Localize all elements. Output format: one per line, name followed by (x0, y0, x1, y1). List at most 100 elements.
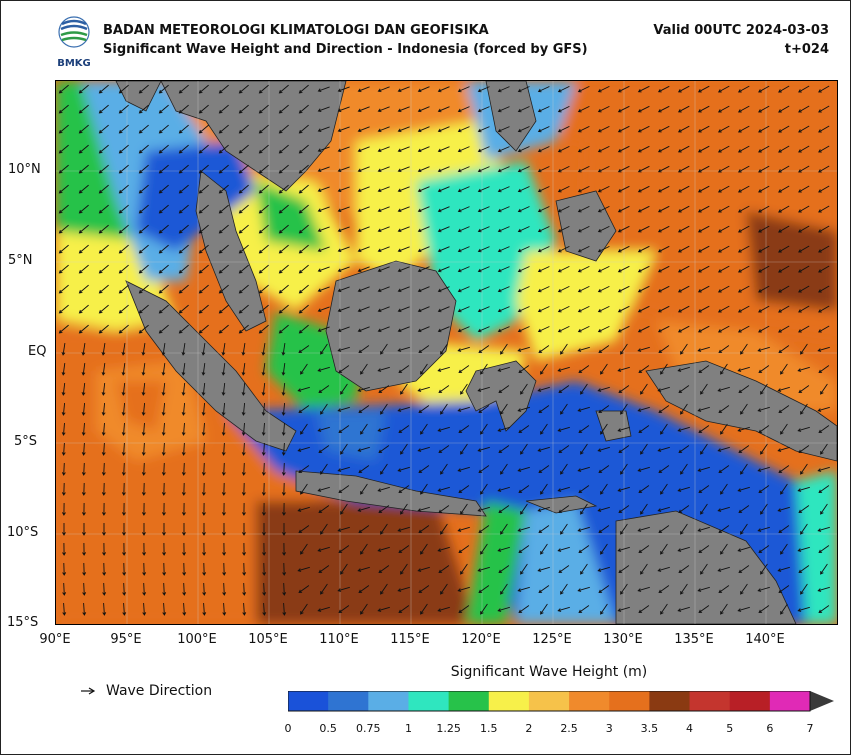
wave-arrow (158, 184, 169, 194)
wave-arrow (457, 166, 470, 173)
wave-arrow (798, 85, 810, 93)
wave-arrow (158, 324, 169, 334)
wave-arrow (440, 523, 448, 535)
wave-arrow (241, 462, 246, 476)
wave-arrow (457, 106, 470, 113)
wave-arrow (161, 422, 166, 436)
wave-arrow (357, 286, 370, 293)
wave-arrow (437, 486, 450, 492)
wave-arrow (560, 403, 568, 415)
wave-arrow (222, 502, 226, 516)
wave-arrow (417, 106, 430, 113)
wave-arrow (358, 585, 370, 593)
wave-direction-legend: Wave Direction (80, 683, 212, 699)
wave-arrow (397, 146, 410, 153)
wave-arrow (657, 145, 670, 153)
land-sulawesi (465, 360, 537, 432)
wave-arrow (677, 185, 690, 193)
wave-arrow (517, 346, 530, 352)
wave-arrow (497, 86, 510, 93)
wave-arrow (520, 383, 528, 395)
wave-arrow (657, 305, 670, 313)
wave-arrow (238, 124, 249, 134)
wave-arrow (557, 285, 570, 293)
wave-arrow (758, 325, 770, 333)
wave-arrow (198, 124, 209, 134)
wave-arrow (777, 506, 790, 512)
wave-arrow (758, 605, 770, 613)
wave-arrow (597, 325, 610, 333)
wave-arrow (337, 526, 350, 532)
wave-arrow (241, 363, 246, 376)
wave-arrow (537, 246, 550, 253)
wave-arrow (118, 104, 129, 114)
wave-arrow (318, 505, 330, 513)
wave-arrow (118, 304, 129, 314)
wave-arrow (397, 106, 410, 113)
wave-arrow (81, 343, 86, 356)
wave-arrow (478, 405, 490, 413)
wave-arrow (637, 305, 650, 313)
wave-arrow (778, 145, 790, 153)
wave-arrow (717, 205, 730, 213)
wave-arrow (238, 244, 249, 254)
wave-arrow (101, 343, 106, 356)
wave-arrow (202, 582, 207, 596)
wave-arrow (818, 185, 830, 193)
wave-arrow (282, 542, 286, 556)
wave-arrow (141, 363, 146, 376)
wave-arrow (717, 165, 730, 173)
wave-arrow (798, 325, 810, 333)
wave-arrow (637, 586, 650, 592)
wave-arrow (540, 603, 548, 615)
lon-label-105e: 105°E (248, 632, 288, 647)
wave-arrow (161, 363, 166, 376)
wave-arrow (818, 85, 830, 93)
wave-arrow (81, 422, 86, 436)
land-luzon (485, 81, 537, 152)
wave-arrow (778, 305, 790, 313)
wave-arrow (497, 126, 510, 133)
wave-arrow (261, 482, 266, 496)
wave-arrow (417, 206, 430, 213)
wave-arrow (457, 326, 470, 333)
wave-arrow (201, 462, 206, 476)
wave-arrow (81, 442, 86, 456)
wave-arrow (737, 145, 750, 153)
wave-arrow (397, 206, 410, 213)
wave-arrow (320, 583, 328, 595)
wave-arrow (218, 184, 229, 194)
wave-arrow (182, 582, 187, 596)
wave-arrow (397, 406, 410, 412)
colorbar-cell (649, 691, 691, 711)
wave-arrow (657, 165, 670, 173)
wave-arrow (182, 562, 187, 576)
wave-arrow (398, 425, 410, 433)
wave-arrow (617, 245, 630, 253)
wave-arrow (818, 105, 830, 113)
wave-arrow (537, 306, 550, 313)
wave-arrow (477, 126, 490, 133)
wave-arrow (758, 205, 770, 213)
wave-arrow (58, 104, 69, 114)
wave-arrow (538, 525, 550, 533)
wave-arrow (437, 86, 450, 93)
wave-arrow (201, 422, 206, 436)
wave-arrow (637, 185, 650, 193)
wave-arrow (717, 245, 730, 253)
wave-arrow (118, 244, 129, 254)
wave-arrow (218, 284, 229, 294)
wave-arrow (358, 345, 370, 353)
wave-arrow (460, 503, 468, 515)
wave-arrow (317, 286, 330, 293)
wave-arrow (497, 166, 510, 173)
wave-arrow (397, 286, 410, 293)
wave-arrow (198, 264, 209, 274)
wave-arrow (517, 246, 530, 253)
wave-arrow (700, 443, 708, 455)
wave-arrow (377, 486, 390, 492)
lat-label-10n: 10°N (8, 162, 41, 177)
wave-arrow (298, 324, 309, 334)
wave-arrow (98, 104, 109, 114)
wave-arrow (300, 363, 308, 375)
